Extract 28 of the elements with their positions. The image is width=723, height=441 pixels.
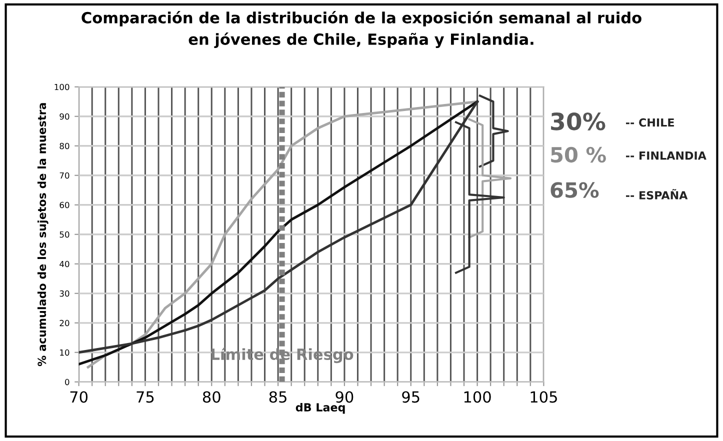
x-tick-label: 95 (402, 391, 420, 403)
x-axis-title: dB Laeq (296, 402, 345, 414)
x-tick-label: 75 (136, 391, 154, 403)
y-tick-label: 50 (60, 231, 70, 238)
x-tick-label: 90 (336, 391, 354, 403)
y-tick-label: 60 (60, 202, 70, 208)
x-tick-label: 100 (464, 391, 491, 403)
y-tick-label: 70 (60, 172, 70, 179)
y-tick-label: 40 (60, 260, 70, 268)
text: -- CHILE (626, 118, 674, 127)
y-tick-label: 100 (54, 84, 70, 90)
chart-title: Comparación de la distribución de la exposición semanal al ruido en jóvenes de Chile, España y Finlandia. (82, 11, 642, 48)
y-tick-label: 0 (65, 378, 70, 386)
text: 65% (550, 182, 599, 198)
y-tick-label: 30 (60, 290, 70, 297)
y-tick-label: 20 (60, 320, 70, 326)
y-tick-label: 10 (60, 349, 70, 356)
text: 30% (551, 112, 606, 130)
y-axis-title: % acumulado de los sujetos de la muestra (37, 103, 48, 366)
text: -- ESPAÑA (626, 189, 688, 200)
y-tick-label: 80 (60, 142, 70, 150)
text: 50 % (551, 146, 606, 163)
x-tick-label: 105 (530, 391, 557, 403)
x-tick-label: 85 (269, 391, 286, 403)
x-tick-label: 70 (70, 391, 88, 403)
x-tick-label: 80 (202, 391, 220, 403)
text: -- FINLANDIA (626, 152, 706, 160)
y-tick-label: 90 (60, 113, 70, 120)
